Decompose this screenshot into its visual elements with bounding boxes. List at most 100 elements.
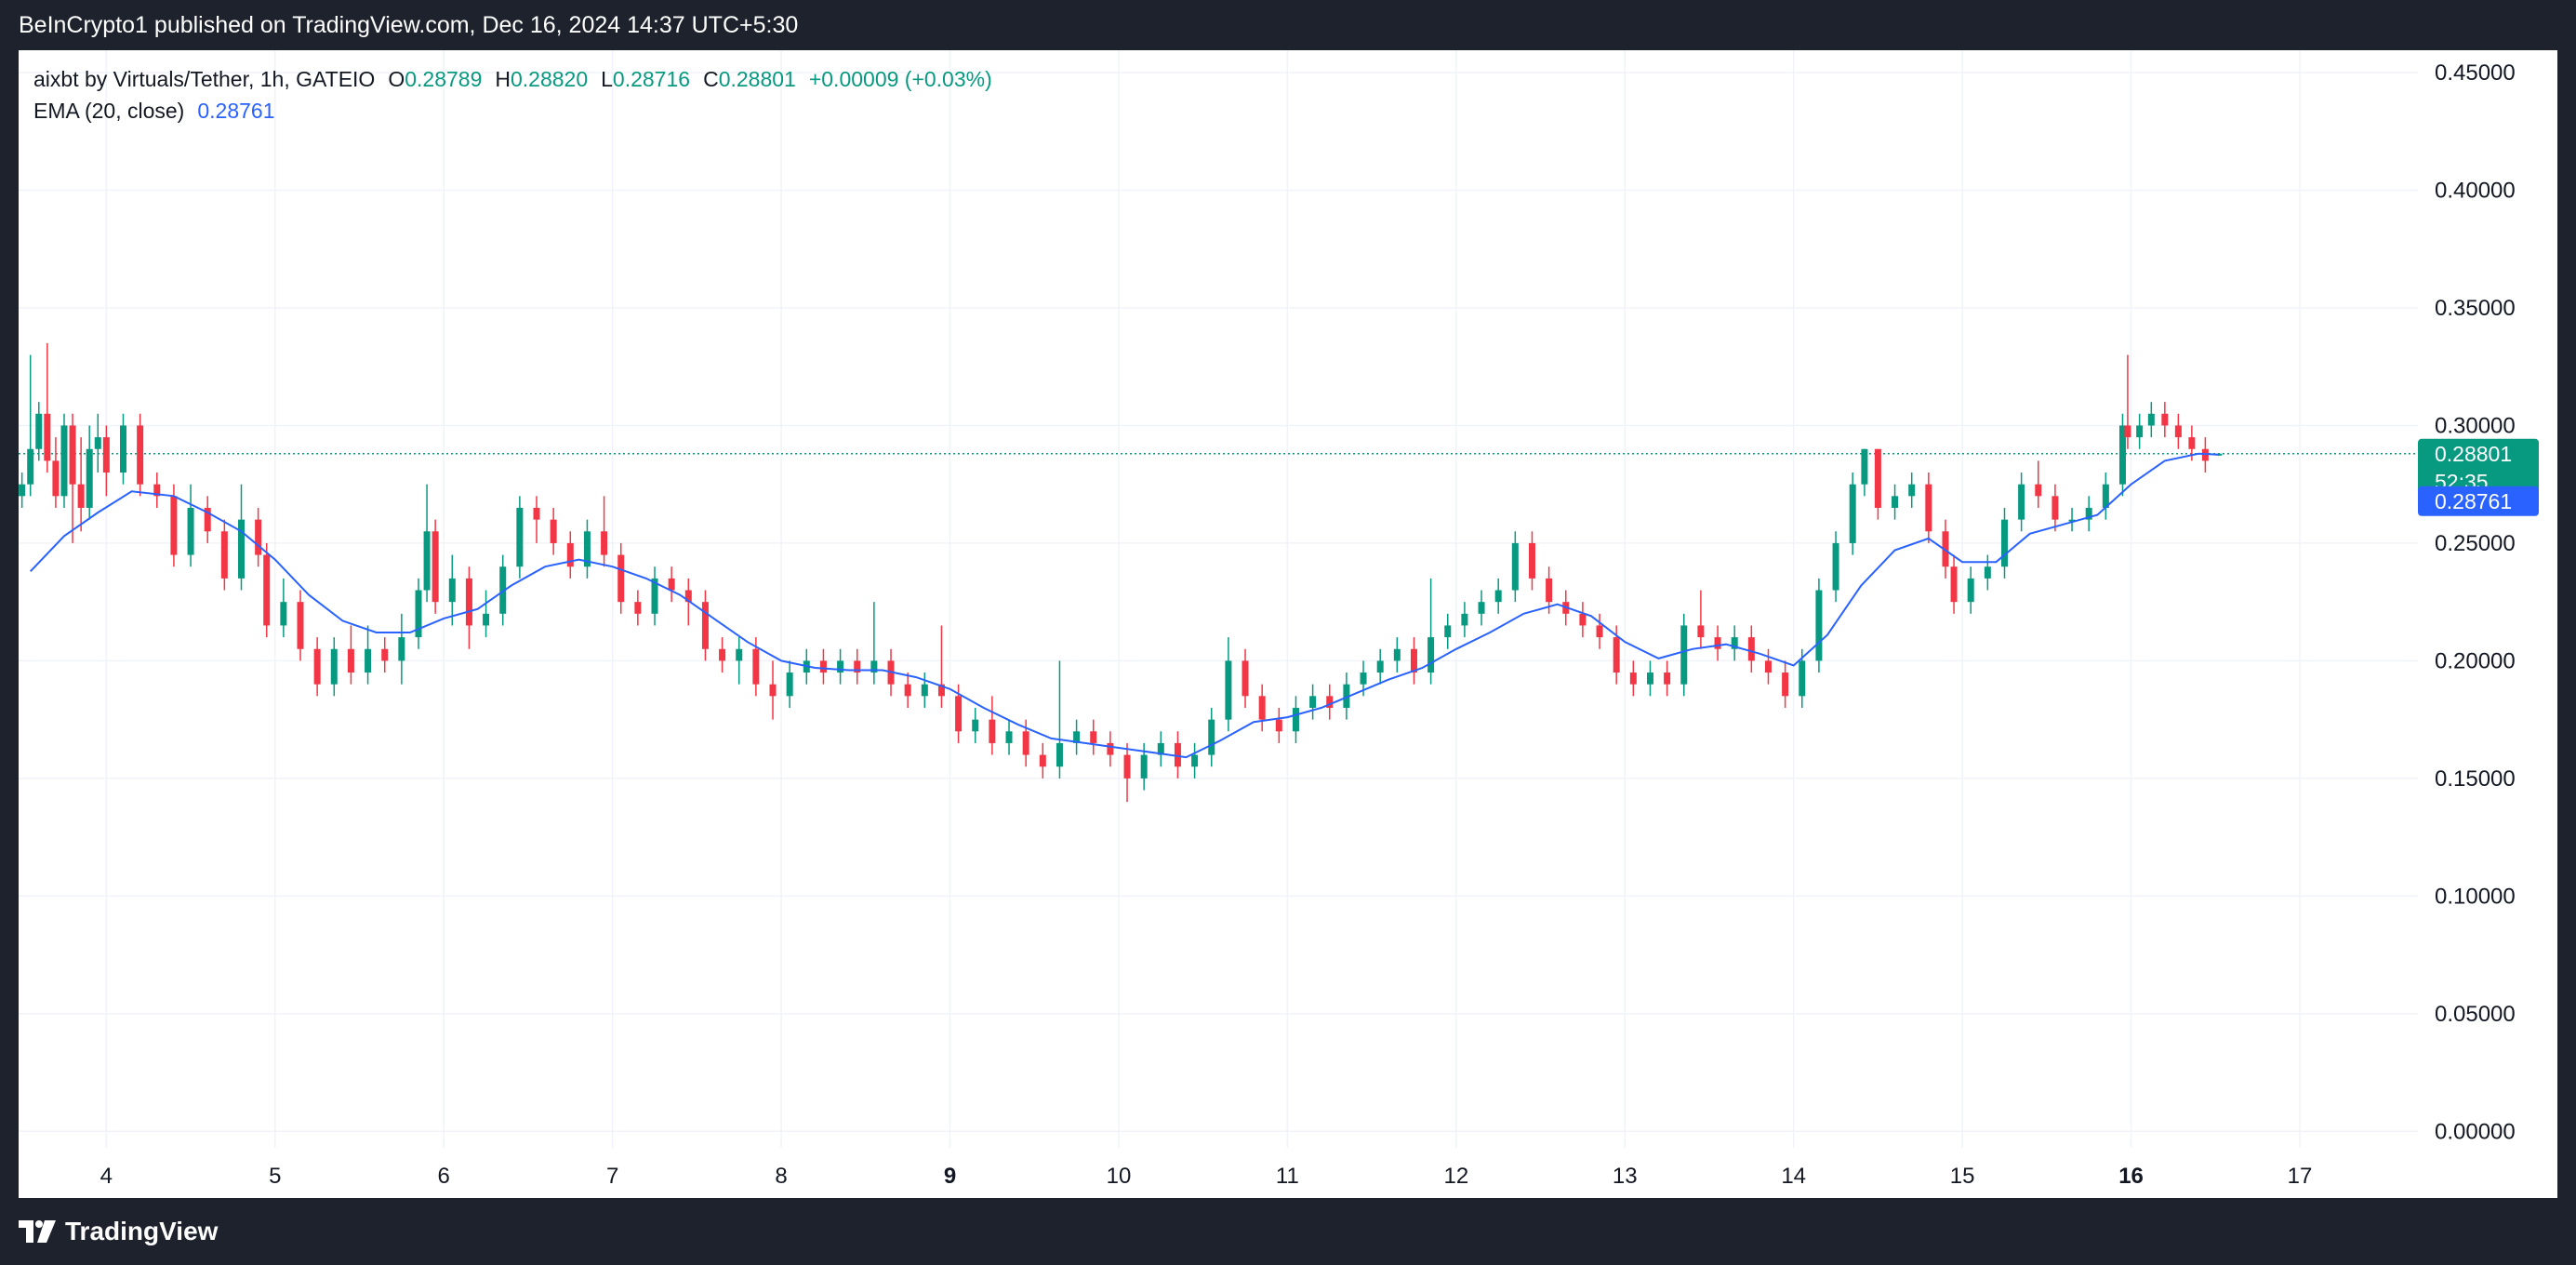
- candle-body: [769, 684, 777, 697]
- candle: [1664, 660, 1671, 697]
- candle: [44, 342, 51, 473]
- candle-body: [601, 531, 608, 555]
- candle-body: [1747, 637, 1755, 661]
- candle: [937, 625, 945, 708]
- candle: [1444, 613, 1452, 649]
- candle: [1967, 566, 1974, 614]
- last-price-badge: [2418, 438, 2539, 499]
- candle: [870, 602, 878, 685]
- y-tick-label: 0.25000: [2435, 531, 2516, 556]
- candle-body: [255, 519, 262, 555]
- candle-body: [415, 590, 422, 638]
- candle-body: [1090, 731, 1097, 743]
- candle: [1292, 696, 1299, 743]
- candle: [837, 648, 844, 685]
- candle-body: [1764, 660, 1772, 673]
- candle: [1258, 684, 1266, 732]
- candle-body: [904, 684, 911, 697]
- candle: [220, 519, 228, 591]
- x-tick-label: 4: [100, 1164, 113, 1189]
- candle-body: [1646, 672, 1653, 685]
- candle-body: [1309, 696, 1317, 708]
- candle: [1731, 625, 1738, 661]
- candle-body: [153, 484, 161, 497]
- candle: [516, 496, 524, 579]
- candle-body: [52, 460, 60, 497]
- candle-body: [94, 437, 101, 449]
- candle: [94, 413, 101, 473]
- candle: [1242, 648, 1249, 708]
- candle: [1123, 742, 1131, 803]
- candle-body: [651, 578, 658, 614]
- candles: [19, 342, 2223, 803]
- candle-body: [19, 484, 26, 497]
- candle-body: [2174, 425, 2182, 438]
- candle: [1874, 448, 1881, 520]
- chart-panel[interactable]: 0.45000 0.40000 0.35000 0.30000 0.25000 0.200…: [19, 50, 2557, 1198]
- candle-body: [1494, 590, 1502, 603]
- candle-body: [313, 648, 321, 685]
- candle-body: [381, 648, 389, 661]
- candle: [819, 648, 827, 685]
- candle-body: [35, 413, 43, 449]
- candle-body: [187, 507, 194, 555]
- candle-body: [2161, 413, 2169, 426]
- candle: [1815, 578, 1823, 673]
- candle: [69, 413, 76, 543]
- x-tick-label: 15: [1950, 1164, 1975, 1189]
- candle: [2052, 484, 2059, 532]
- candle: [237, 484, 245, 591]
- close-label: C: [703, 67, 719, 91]
- price-chart[interactable]: 0.45000 0.40000 0.35000 0.30000 0.25000 0.200…: [19, 50, 2557, 1198]
- candle-body: [1073, 731, 1081, 743]
- candle: [1714, 625, 1721, 661]
- candle: [381, 637, 389, 673]
- candle-body: [2018, 484, 2025, 520]
- candle-body: [499, 566, 507, 614]
- candle-body: [1242, 660, 1249, 697]
- candle-body: [617, 554, 625, 603]
- candle: [550, 507, 557, 555]
- candle: [1326, 684, 1334, 720]
- candle: [1528, 531, 1535, 591]
- candle: [989, 696, 996, 755]
- candle-body: [2147, 413, 2155, 426]
- candle: [1056, 660, 1063, 779]
- candle: [2068, 507, 2076, 532]
- candle-body: [1832, 542, 1839, 591]
- candle-body: [1849, 484, 1856, 543]
- candle: [119, 413, 126, 485]
- candle-body: [516, 507, 524, 567]
- tradingview-logo[interactable]: TradingView: [19, 1217, 218, 1246]
- candle-body: [2215, 453, 2223, 456]
- candle-body: [1967, 578, 1974, 603]
- candle-body: [937, 684, 945, 697]
- ema-price-badge: [2418, 486, 2539, 516]
- candle: [137, 413, 144, 497]
- candle-body: [786, 672, 793, 697]
- candle-body: [1444, 625, 1452, 638]
- candle-body: [1326, 696, 1334, 708]
- candle: [27, 354, 34, 497]
- candle: [2018, 473, 2025, 532]
- candle: [263, 542, 271, 638]
- ema-indicator-label[interactable]: EMA (20, close): [33, 99, 185, 123]
- ema-price-label: 0.28761: [2435, 489, 2512, 513]
- y-tick-label: 0.15000: [2435, 766, 2516, 792]
- candle-body: [2136, 425, 2144, 438]
- candle: [1697, 590, 1705, 649]
- candle: [499, 554, 507, 626]
- candle: [972, 707, 979, 743]
- candle: [77, 437, 85, 532]
- candle-body: [1208, 719, 1215, 755]
- candle: [1942, 519, 1949, 579]
- price-axis[interactable]: 0.45000 0.40000 0.35000 0.30000 0.25000 0.200…: [2435, 60, 2516, 1144]
- candle: [330, 637, 338, 697]
- candle: [1174, 731, 1181, 779]
- y-tick-label: 0.35000: [2435, 296, 2516, 321]
- candle: [1225, 637, 1232, 732]
- candle-body: [566, 542, 574, 567]
- symbol-label[interactable]: aixbt by Virtuals/Tether, 1h, GATEIO: [33, 67, 376, 91]
- candle-body: [137, 425, 144, 485]
- time-axis[interactable]: 4 5 6 7 8 9 10 11 12 13 14 15 16 17: [100, 1164, 2313, 1189]
